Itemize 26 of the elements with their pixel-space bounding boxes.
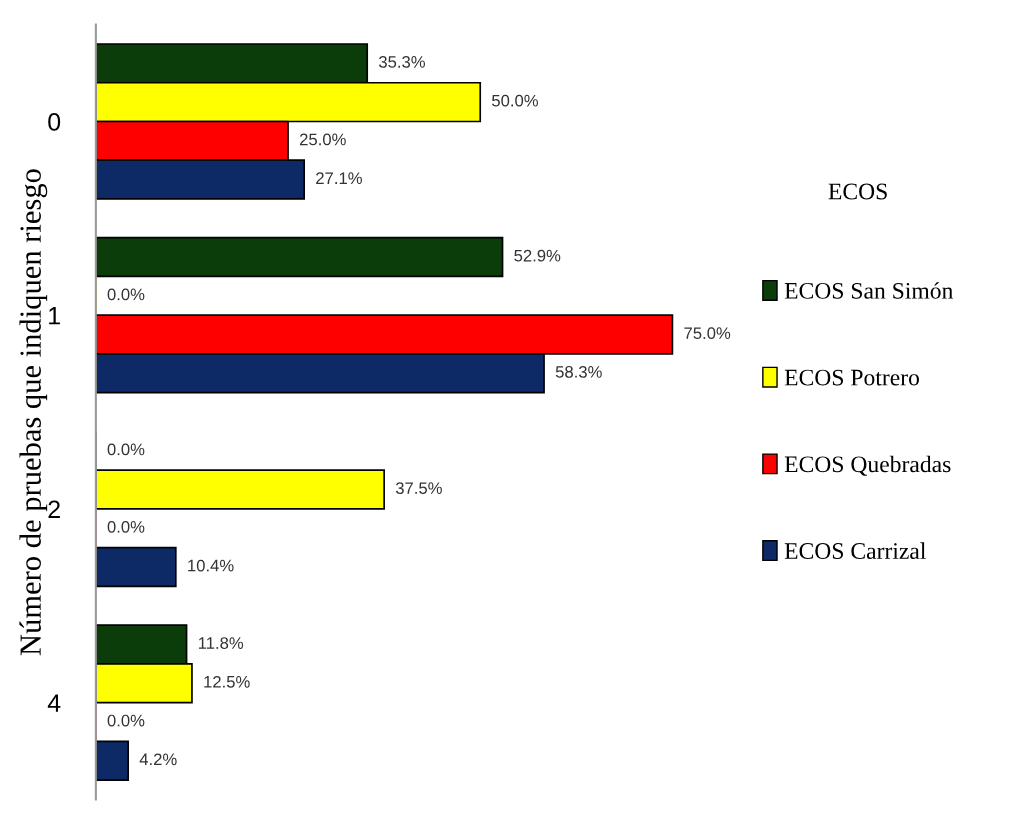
y-tick-label: 2 [48,500,60,518]
data-label: 27.1% [316,172,362,184]
data-label: 12.5% [204,675,250,688]
data-label: 0.0% [107,714,145,727]
data-label: 50.0% [492,94,539,107]
data-label: 25.0% [300,133,346,146]
y-tick-label: 1 [49,307,60,325]
data-label: 58.3% [555,365,602,378]
legend-label: ECOS Carrizal [784,542,926,559]
data-label: 0.0% [107,520,145,533]
data-label: 37.5% [395,482,442,495]
data-label: 35.3% [378,56,425,68]
y-axis-title: Número de pruebas que indiquen riesgo [19,169,48,656]
y-tick-label: 4 [47,694,61,712]
data-label: 0.0% [107,443,145,456]
legend-label: ECOS Quebradas [784,455,951,476]
data-label: 0.0% [107,288,145,301]
data-label: 4.2% [139,753,177,766]
data-label: 11.8% [198,637,244,649]
legend-label: ECOS Potrero [784,369,919,386]
data-label: 10.4% [188,559,234,572]
legend-label: ECOS San Simón [784,282,953,299]
data-label: 52.9% [514,249,561,262]
data-label: 75.0% [684,327,731,340]
y-tick-label: 0 [48,113,61,131]
legend-title: ECOS [828,183,887,200]
